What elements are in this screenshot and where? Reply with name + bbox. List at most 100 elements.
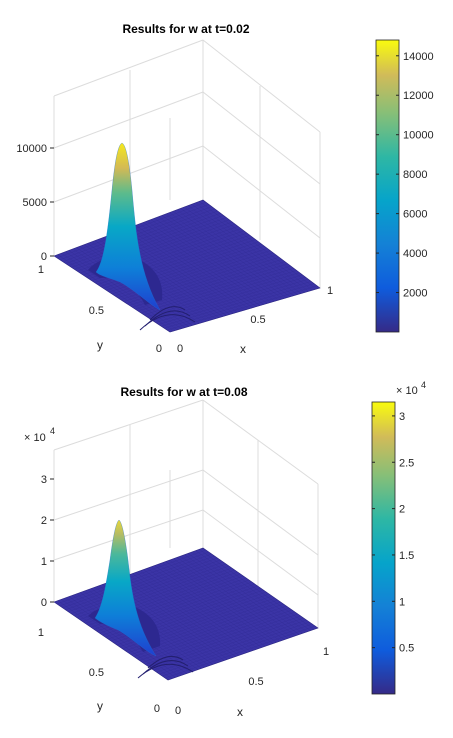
mesh-line xyxy=(180,555,296,636)
colorbar-exponent: × 10 4 xyxy=(396,380,426,397)
mesh-line xyxy=(161,281,312,327)
colorbar-tick-label: 2.5 xyxy=(399,457,414,469)
axes-box xyxy=(53,39,321,288)
x-tick-label: 0 xyxy=(175,705,181,717)
z-tick-label: 3 xyxy=(41,474,47,486)
mesh-line xyxy=(176,557,292,638)
mesh-line xyxy=(132,573,247,653)
colorbar-tick-label: 12000 xyxy=(403,90,434,102)
colorbar-tick-label: 2 xyxy=(399,504,405,516)
mesh-line xyxy=(184,206,302,294)
colorbar-tick-label: 10000 xyxy=(403,130,434,142)
y-tick-label: 1 xyxy=(38,264,44,276)
mesh-line xyxy=(158,216,276,302)
x-axis: 0 0.5 1 x xyxy=(177,285,333,356)
axes-box xyxy=(53,399,319,628)
ripple-rings xyxy=(137,655,194,679)
mesh-line xyxy=(147,613,298,667)
mesh-line xyxy=(165,561,281,642)
mesh-line xyxy=(135,225,253,308)
x-tick-label: 0.5 xyxy=(248,676,263,688)
x-tick-label: 0.5 xyxy=(250,314,265,326)
mesh-line xyxy=(143,222,261,306)
y-axis: 1 0.5 0 y xyxy=(38,627,160,715)
mesh-line xyxy=(147,568,262,648)
z-axis: 0 5000 10000 xyxy=(16,143,54,263)
colorbar-tick-label: 6000 xyxy=(403,209,427,221)
mesh-line xyxy=(139,223,257,307)
ripple-rings xyxy=(139,306,196,331)
mesh-line xyxy=(136,605,287,659)
mesh-line xyxy=(155,276,306,323)
x-tick-label: 1 xyxy=(327,285,333,297)
mesh-line xyxy=(162,623,313,677)
z-tick-label: 2 xyxy=(41,515,47,527)
z-axis: 0 1 2 3 xyxy=(41,474,54,609)
mesh-line xyxy=(133,603,284,657)
mesh-line xyxy=(199,549,315,630)
y-tick-label: 0 xyxy=(154,703,160,715)
mesh-line xyxy=(187,205,306,293)
mesh-line xyxy=(135,572,251,652)
y-axis: 1 0.5 0 y xyxy=(38,264,162,355)
mesh-line xyxy=(139,607,290,661)
chart-title: Results for w at t=0.08 xyxy=(120,385,247,399)
panel-1: Results for w at t=0.02 xyxy=(16,22,433,356)
mesh-line xyxy=(176,209,294,296)
peak-surface xyxy=(94,519,157,657)
x-axis-label: x xyxy=(237,705,243,719)
mesh-line xyxy=(156,619,307,673)
mesh-line xyxy=(165,625,316,679)
mesh-line xyxy=(199,201,317,290)
mesh-line xyxy=(184,554,300,635)
y-tick-label: 0 xyxy=(156,343,162,355)
mesh-line xyxy=(154,218,272,303)
colorbar-tick-label: 3 xyxy=(399,411,405,423)
mesh-line xyxy=(142,609,293,663)
mesh-line xyxy=(188,553,304,634)
y-tick-label: 0.5 xyxy=(89,305,104,317)
colorbar-tick-label: 2000 xyxy=(403,288,427,300)
panel-2: Results for w at t=0.08 × 10 4 xyxy=(24,380,426,719)
mesh-line xyxy=(173,211,291,297)
mesh-line xyxy=(145,611,296,665)
mesh-line xyxy=(146,270,297,317)
mesh-line xyxy=(140,265,291,314)
z-exponent: × 10 4 xyxy=(24,426,55,444)
mesh-line xyxy=(173,558,289,639)
colorbar-tick-label: 4000 xyxy=(403,248,427,260)
y-tick-label: 0.5 xyxy=(89,667,104,679)
x-tick-label: 1 xyxy=(323,646,329,658)
mesh-line xyxy=(150,219,268,304)
x-tick-label: 0 xyxy=(177,343,183,355)
mesh-line xyxy=(139,570,255,651)
mesh-line xyxy=(164,283,315,329)
y-axis-label: y xyxy=(97,338,103,352)
mesh-line xyxy=(143,569,259,649)
mesh-line xyxy=(158,279,309,325)
x-axis-label: x xyxy=(240,342,246,356)
y-axis-label: y xyxy=(97,699,103,713)
mesh-line xyxy=(165,213,283,300)
mesh-line xyxy=(169,212,287,299)
svg-text:× 10: × 10 xyxy=(396,385,418,397)
mesh-line xyxy=(195,550,311,631)
y-tick-label: 1 xyxy=(38,627,44,639)
mesh-line xyxy=(169,560,285,640)
z-tick-label: 5000 xyxy=(23,197,47,209)
z-tick-label: 0 xyxy=(41,251,47,263)
mesh-line xyxy=(167,285,318,331)
svg-text:4: 4 xyxy=(50,426,55,436)
mesh-line xyxy=(138,263,288,312)
mesh-line xyxy=(195,202,313,291)
colorbar-tick-label: 14000 xyxy=(403,51,434,63)
x-axis: 0 0.5 1 x xyxy=(175,646,329,719)
mesh-line xyxy=(161,562,277,643)
mesh-line xyxy=(161,215,279,301)
peak-surface xyxy=(95,142,161,311)
mesh-line xyxy=(180,208,298,295)
z-tick-label: 0 xyxy=(41,597,47,609)
mesh-line xyxy=(152,274,303,321)
mesh-line xyxy=(147,220,264,305)
